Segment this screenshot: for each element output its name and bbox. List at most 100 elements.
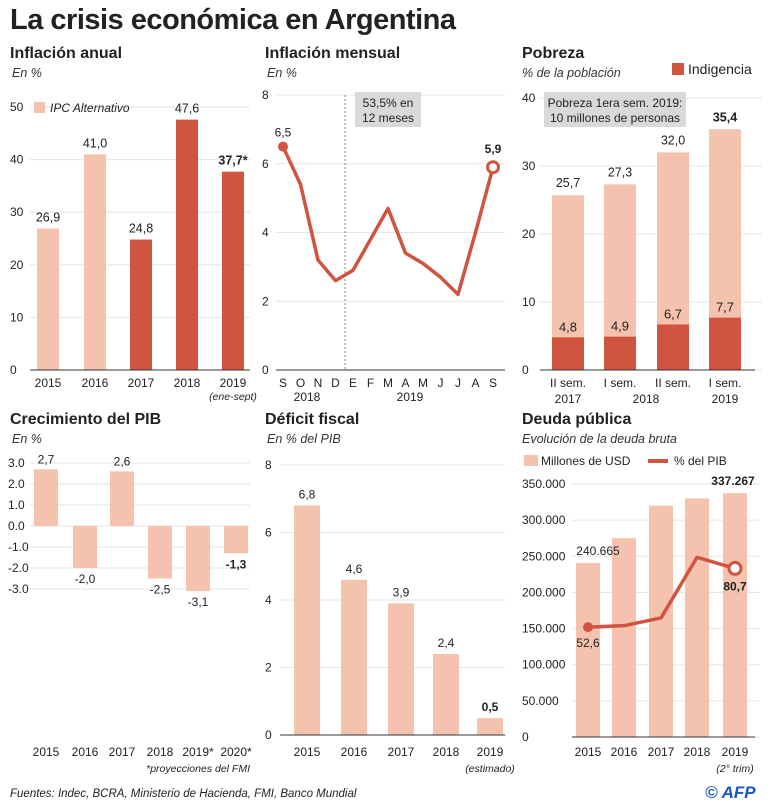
y-tick-label: 1.0: [8, 498, 25, 512]
x-tick-label: 2016: [82, 376, 109, 390]
annotation-box: [355, 92, 421, 127]
y-tick-label: 10: [522, 295, 536, 309]
data-label: 2,7: [38, 452, 55, 466]
x-tick-label: 2017: [109, 745, 136, 759]
data-label-indigencia: 4,8: [559, 319, 577, 334]
chart-title-deficit: Déficit fiscal: [265, 411, 360, 428]
bar: [224, 526, 248, 554]
chart-title-deuda: Deuda pública: [522, 411, 632, 428]
year-label: 2018: [633, 392, 660, 406]
data-label-indigencia: 4,9: [611, 319, 629, 334]
x-tick-label: 2016: [341, 745, 368, 759]
y-tick-label: 40: [522, 91, 536, 105]
x-tick-label: 2017: [128, 376, 155, 390]
bar: [477, 718, 503, 735]
legend-label-usd: Millones de USD: [541, 454, 631, 468]
bar: [222, 171, 244, 370]
annotation-text: 53,5% en: [363, 96, 414, 110]
x-tick-label: 2018: [684, 745, 711, 759]
data-label: 5,9: [485, 142, 502, 156]
y-tick-label: 50.000: [522, 694, 559, 708]
x-tick-label: 2017: [388, 745, 415, 759]
chart-subtitle-pobreza: % de la población: [522, 66, 621, 80]
y-tick-label: 200.000: [522, 585, 566, 599]
data-label-usd: 337.267: [711, 474, 755, 488]
bar: [37, 228, 59, 370]
x-tick-label: A: [471, 376, 479, 390]
x-tick-label: A: [401, 376, 409, 390]
bar: [176, 119, 198, 371]
y-tick-label: 0: [522, 363, 529, 377]
x-tick-label: 2019: [477, 745, 504, 759]
y-tick-label: 250.000: [522, 549, 566, 563]
x-tick-label: 2015: [33, 745, 60, 759]
x-tick-label: 2018: [433, 745, 460, 759]
y-tick-label: 0.0: [8, 519, 25, 533]
y-tick-label: 4: [265, 593, 272, 607]
x-tick-label: 2018: [147, 745, 174, 759]
x-tick-label: 2016: [611, 745, 638, 759]
data-label-pobreza: 35,4: [713, 110, 737, 124]
y-tick-label: 40: [10, 153, 24, 167]
y-tick-label: 0: [522, 730, 529, 744]
x-tick-label: S: [279, 376, 287, 390]
year-label: 2019: [712, 392, 739, 406]
data-label: 2,6: [114, 454, 131, 468]
annotation-text: Pobreza 1era sem. 2019:: [548, 96, 683, 110]
data-label: -2,5: [150, 583, 171, 597]
y-tick-label: 0: [265, 728, 272, 742]
x-tick-label: J: [438, 376, 444, 390]
y-tick-label: -1.0: [8, 540, 29, 554]
data-label-pobreza: 25,7: [556, 176, 580, 190]
x-tick-label: 2018: [174, 376, 201, 390]
y-tick-label: 100.000: [522, 658, 566, 672]
data-label-pib: 80,7: [723, 579, 747, 593]
y-tick-label: 10: [10, 310, 24, 324]
y-tick-label: 20: [10, 258, 24, 272]
chart-subtitle-pib: En %: [12, 432, 42, 446]
x-tick-label: S: [489, 376, 497, 390]
y-tick-label: 8: [265, 458, 272, 472]
x-tick-label: 2015: [294, 745, 321, 759]
legend-label-pib: % del PIB: [674, 454, 727, 468]
year-label: 2018: [294, 390, 321, 404]
x-tick-label: J: [455, 376, 461, 390]
chart-title-inflacion-anual: Inflación anual: [10, 45, 123, 62]
bar: [148, 526, 172, 579]
footnote: *proyecciones del FMI: [146, 763, 250, 775]
x-tick-label: I sem.: [604, 376, 637, 390]
legend-label: IPC Alternativo: [50, 101, 130, 115]
y-tick-label: -3.0: [8, 582, 29, 596]
bar: [723, 493, 747, 737]
data-label: 37,7*: [218, 154, 247, 168]
bar: [433, 654, 459, 735]
x-tick-label: M: [383, 376, 393, 390]
y-tick-label: 150.000: [522, 622, 566, 636]
bar: [612, 538, 636, 737]
y-tick-label: 0: [10, 363, 17, 377]
data-label: 41,0: [83, 136, 107, 150]
chart-subtitle-deuda: Evolución de la deuda bruta: [522, 432, 677, 446]
y-tick-label: 350.000: [522, 477, 566, 491]
bar: [576, 563, 600, 737]
data-label: 24,8: [129, 222, 153, 236]
x-tick-label: 2015: [575, 745, 602, 759]
last-point: [486, 160, 500, 175]
data-label: 6,8: [299, 488, 316, 502]
data-label: 0,5: [482, 700, 499, 714]
x-tick-note: (2° trim): [716, 763, 753, 775]
y-tick-label: 3.0: [8, 456, 25, 470]
x-tick-label: 2019: [722, 745, 749, 759]
bar: [186, 526, 210, 592]
data-label-pobreza: 32,0: [661, 133, 685, 147]
bar: [84, 154, 106, 370]
bar-indigencia: [604, 336, 636, 370]
y-tick-label: 6: [265, 526, 272, 540]
data-label: -3,1: [188, 595, 209, 609]
data-label-pobreza: 27,3: [608, 165, 632, 179]
bar: [685, 498, 709, 737]
x-tick-note: (ene-sept): [209, 391, 257, 403]
x-tick-label: 2015: [35, 376, 62, 390]
bar: [388, 603, 414, 735]
